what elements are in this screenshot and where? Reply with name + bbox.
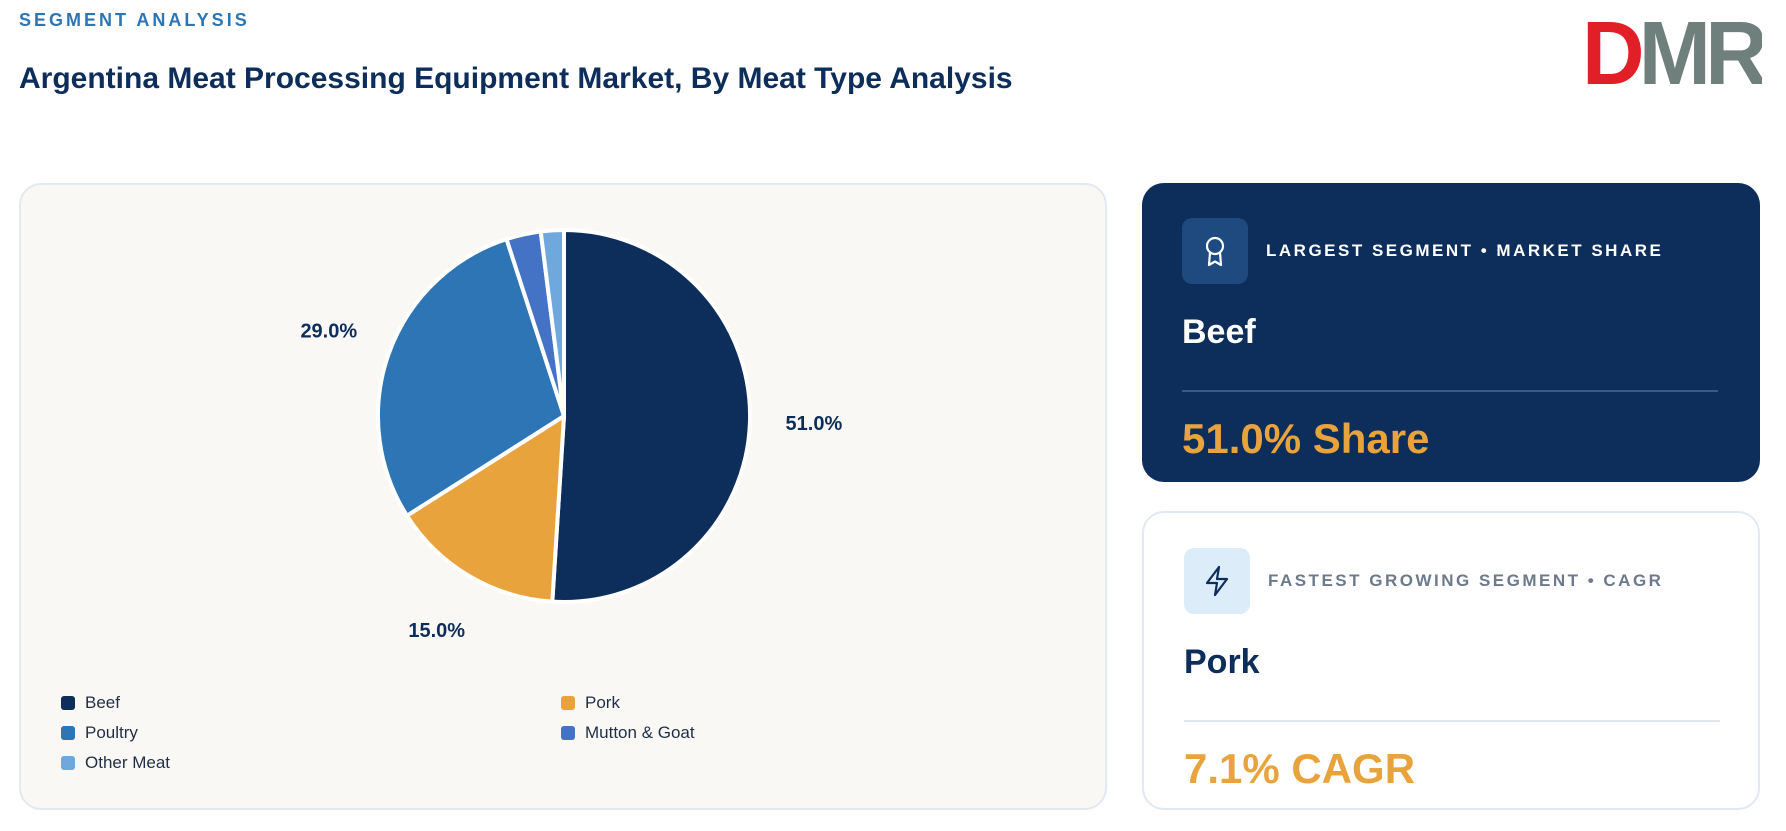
largest-segment-name: Beef xyxy=(1182,313,1256,351)
legend-label: Other Meat xyxy=(85,753,171,772)
legend-label: Poultry xyxy=(85,723,138,742)
legend-label: Beef xyxy=(85,693,120,712)
legend-swatch xyxy=(61,726,75,740)
chart-legend: Beef Pork Poultry Mutton & Goat Other Meat xyxy=(61,693,1101,773)
largest-segment-caption: LARGEST SEGMENT • MARKET SHARE xyxy=(1266,241,1664,260)
section-eyebrow: SEGMENT ANALYSIS xyxy=(19,10,250,30)
legend-item-beef[interactable]: Beef xyxy=(61,693,561,713)
lightning-bolt-icon xyxy=(1184,548,1250,614)
largest-segment-card: LARGEST SEGMENT • MARKET SHARE Beef 51.0… xyxy=(1142,183,1760,482)
pie-slice-other-meat[interactable] xyxy=(538,228,566,418)
pie-slice-beef[interactable] xyxy=(550,228,753,604)
legend-label: Pork xyxy=(585,693,620,712)
dmr-logo-text: DMR xyxy=(1582,12,1762,88)
slice-percent-label: 29.0% xyxy=(300,320,357,342)
page-title: Argentina Meat Processing Equipment Mark… xyxy=(19,62,1013,95)
legend-swatch xyxy=(561,696,575,710)
legend-item-mutton-goat[interactable]: Mutton & Goat xyxy=(561,723,1061,743)
largest-segment-value: 51.0% Share xyxy=(1182,415,1430,462)
slice-percent-label: 15.0% xyxy=(408,620,465,642)
card-divider xyxy=(1182,390,1718,392)
pie-chart: 51.0%15.0%29.0%3.0%2.0% xyxy=(300,228,843,642)
legend-swatch xyxy=(561,726,575,740)
legend-item-poultry[interactable]: Poultry xyxy=(61,723,561,743)
card-divider xyxy=(1184,720,1720,722)
fastest-growing-value: 7.1% CAGR xyxy=(1184,745,1416,792)
dmr-logo: DMR xyxy=(1582,12,1762,88)
legend-label: Mutton & Goat xyxy=(585,723,695,742)
pie-slice-poultry[interactable] xyxy=(376,237,566,518)
fastest-growing-card: FASTEST GROWING SEGMENT • CAGR Pork 7.1%… xyxy=(1142,511,1760,810)
legend-swatch xyxy=(61,696,75,710)
pie-chart-card: 51.0%15.0%29.0%3.0%2.0% BeefPorkPoultryM… xyxy=(19,183,1107,810)
fastest-growing-name: Pork xyxy=(1184,643,1260,681)
pie-slice-pork[interactable] xyxy=(404,414,566,604)
fastest-growing-caption: FASTEST GROWING SEGMENT • CAGR xyxy=(1268,571,1664,590)
legend-item-other-meat[interactable]: Other Meat xyxy=(61,753,561,773)
slice-percent-label: 51.0% xyxy=(786,413,843,435)
legend-item-pork[interactable]: Pork xyxy=(561,693,1061,713)
legend-swatch xyxy=(61,756,75,770)
award-ribbon-icon xyxy=(1182,218,1248,284)
